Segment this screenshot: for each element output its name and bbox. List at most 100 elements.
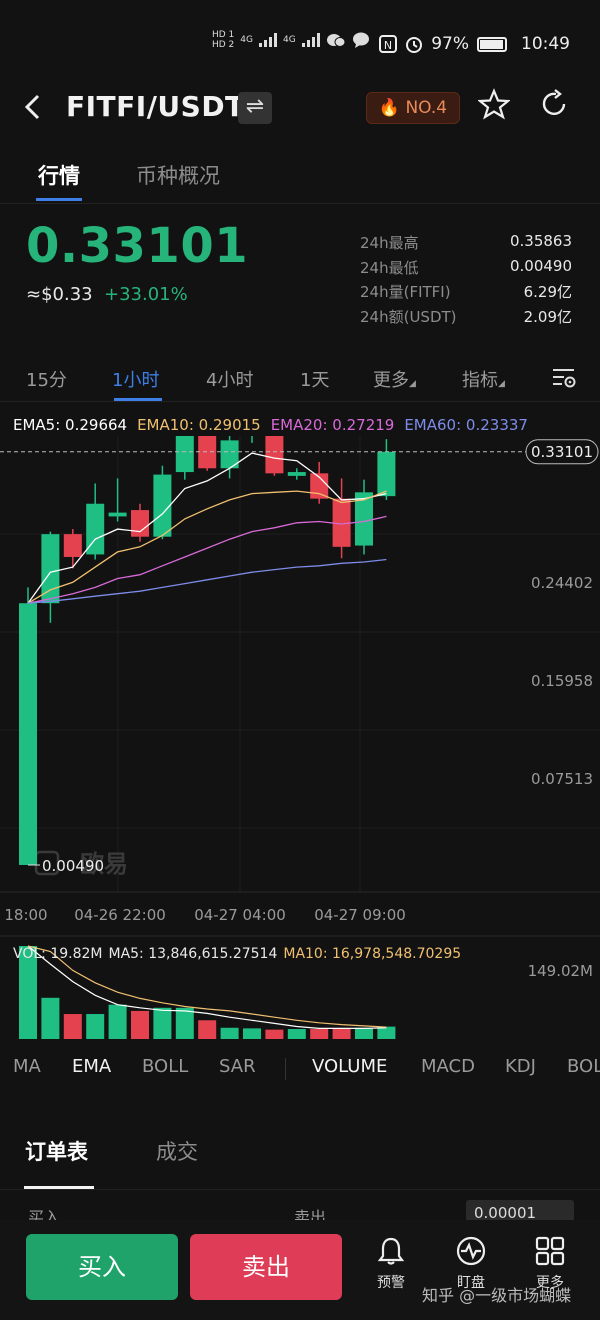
stat-label: 24h最低 xyxy=(360,258,419,277)
ema10-label: EMA10: 0.29015 xyxy=(137,416,261,434)
pair-title[interactable]: FITFI/USDT xyxy=(66,90,245,123)
back-icon[interactable] xyxy=(22,92,42,130)
stat-value: 2.09亿 xyxy=(523,307,572,326)
ind-ma[interactable]: MA xyxy=(13,1056,41,1077)
last-price: 0.33101 xyxy=(26,218,249,274)
vol-ma10-line xyxy=(27,945,387,1028)
ind-macd[interactable]: MACD xyxy=(421,1056,475,1077)
stat-row: 24h最高 0.35863 xyxy=(360,232,572,257)
volume-bar xyxy=(243,1028,261,1039)
status-bar: HD 1 HD 2 4G 4G N 97% 10:49 xyxy=(0,24,600,68)
volume-bar xyxy=(332,1028,351,1039)
triangle-icon: ◢ xyxy=(498,379,505,389)
price-change: +33.01% xyxy=(104,284,188,305)
candle-body xyxy=(355,492,373,546)
candle-body xyxy=(198,436,217,469)
rank-badge[interactable]: 🔥 NO.4 xyxy=(366,92,460,124)
signal-icon xyxy=(301,33,320,47)
indicator-menu[interactable]: 指标◢ xyxy=(462,366,505,392)
tab-trades[interactable]: 成交 xyxy=(156,1140,198,1164)
stat-value: 6.29亿 xyxy=(523,283,572,301)
ind-boll[interactable]: BOLL xyxy=(142,1056,189,1077)
okx-watermark: 欧易 xyxy=(80,850,128,878)
chart-settings-icon[interactable] xyxy=(552,366,576,390)
more-button[interactable]: 更多 xyxy=(526,1236,574,1292)
candle-body xyxy=(86,503,105,555)
interval-15m[interactable]: 15分 xyxy=(26,370,67,391)
ema5-line xyxy=(27,452,387,604)
message-icon xyxy=(352,32,369,48)
candle-body xyxy=(131,510,149,537)
x-tick-label: 04-27 04:00 xyxy=(194,906,286,924)
nfc-icon: N xyxy=(379,35,398,53)
ema5-label: EMA5: 0.29664 xyxy=(13,416,128,434)
ind-sar[interactable]: SAR xyxy=(219,1056,256,1077)
stats-panel: 24h最高 0.35863 24h最低 0.00490 24h量(FITFI) 6.2… xyxy=(360,232,572,330)
volume-bar xyxy=(198,1020,217,1039)
favorite-star-icon[interactable] xyxy=(477,88,511,128)
ind-volume[interactable]: VOLUME xyxy=(312,1056,388,1077)
candle-body xyxy=(332,498,351,547)
volume-bar xyxy=(265,1029,284,1039)
stat-row: 24h额(USDT) 2.09亿 xyxy=(360,306,572,331)
network-label: 4G xyxy=(240,35,253,45)
volume-bar xyxy=(86,1014,105,1039)
ema-legend: EMA5: 0.29664 EMA10: 0.29015 EMA20: 0.27… xyxy=(13,416,528,434)
ema60-line xyxy=(27,558,387,604)
triangle-icon: ◢ xyxy=(409,379,416,389)
swap-icon[interactable]: ⇌ xyxy=(238,92,272,124)
candle-body xyxy=(175,436,194,473)
volume-bar xyxy=(41,997,60,1039)
ind-boll-2[interactable]: BOLL xyxy=(567,1056,600,1077)
y-tick-label: 0.24402 xyxy=(531,574,593,592)
sim-label: HD 2 xyxy=(212,40,235,50)
x-tick-label: 04-27 09:00 xyxy=(314,906,406,924)
indicator-menu-label: 指标 xyxy=(462,370,498,391)
tab-market[interactable]: 行情 xyxy=(38,164,80,188)
alert-label: 预警 xyxy=(377,1275,405,1291)
alarm-icon xyxy=(406,37,423,53)
signal-icon xyxy=(259,33,277,47)
bell-icon xyxy=(377,1237,405,1265)
volume-bar xyxy=(108,1004,127,1039)
buy-button[interactable]: 买入 xyxy=(26,1234,178,1300)
y-tick-label: 0.15958 xyxy=(531,672,593,690)
candle-body xyxy=(108,512,127,517)
sell-button[interactable]: 卖出 xyxy=(190,1234,342,1300)
network-label: 4G xyxy=(283,35,296,45)
indicator-tabs: MA EMA BOLL SAR VOLUME MACD KDJ BOLL xyxy=(0,1052,600,1086)
interval-1h[interactable]: 1小时 xyxy=(112,370,160,391)
ind-ema[interactable]: EMA xyxy=(72,1056,112,1077)
candle-body xyxy=(153,474,172,537)
divider xyxy=(285,1058,286,1080)
battery-icon xyxy=(477,36,507,52)
signal-group: HD 1 HD 2 4G 4G xyxy=(212,30,370,50)
vol-label: VOL: 19.82M xyxy=(13,946,103,962)
x-tick-label: 04-26 22:00 xyxy=(74,906,166,924)
interval-1d[interactable]: 1天 xyxy=(300,370,330,391)
vol-ma5-line xyxy=(27,945,387,1030)
watch-button[interactable]: 盯盘 xyxy=(447,1236,495,1292)
pulse-icon xyxy=(456,1236,486,1266)
interval-4h[interactable]: 4小时 xyxy=(206,370,254,391)
order-tab-indicator xyxy=(24,1186,94,1189)
interval-bar: 15分 1小时 4小时 1天 更多◢ 指标◢ xyxy=(0,356,600,402)
alert-button[interactable]: 预警 xyxy=(367,1236,415,1292)
ind-kdj[interactable]: KDJ xyxy=(505,1056,536,1077)
zhihu-watermark: 知乎 @一级市场蝴蝶 xyxy=(422,1286,572,1305)
fire-icon: 🔥 xyxy=(378,98,401,118)
tab-coin-overview[interactable]: 币种概况 xyxy=(136,164,220,188)
price-chart[interactable]: 欧易0.328470.244020.159580.0751318:0004-26… xyxy=(0,436,600,1046)
candle-body xyxy=(287,472,306,476)
svg-text:N: N xyxy=(384,39,392,52)
y-tick-label: 0.07513 xyxy=(531,770,593,788)
share-icon[interactable] xyxy=(538,88,570,128)
volume-bar xyxy=(220,1027,239,1039)
interval-more[interactable]: 更多◢ xyxy=(373,366,416,392)
volume-bar xyxy=(310,1029,329,1039)
ema20-label: EMA20: 0.27219 xyxy=(270,416,395,434)
candle-body xyxy=(377,451,396,497)
watch-label: 盯盘 xyxy=(457,1275,485,1291)
ema60-label: EMA60: 0.23337 xyxy=(404,416,528,434)
tab-orderbook[interactable]: 订单表 xyxy=(25,1140,88,1164)
